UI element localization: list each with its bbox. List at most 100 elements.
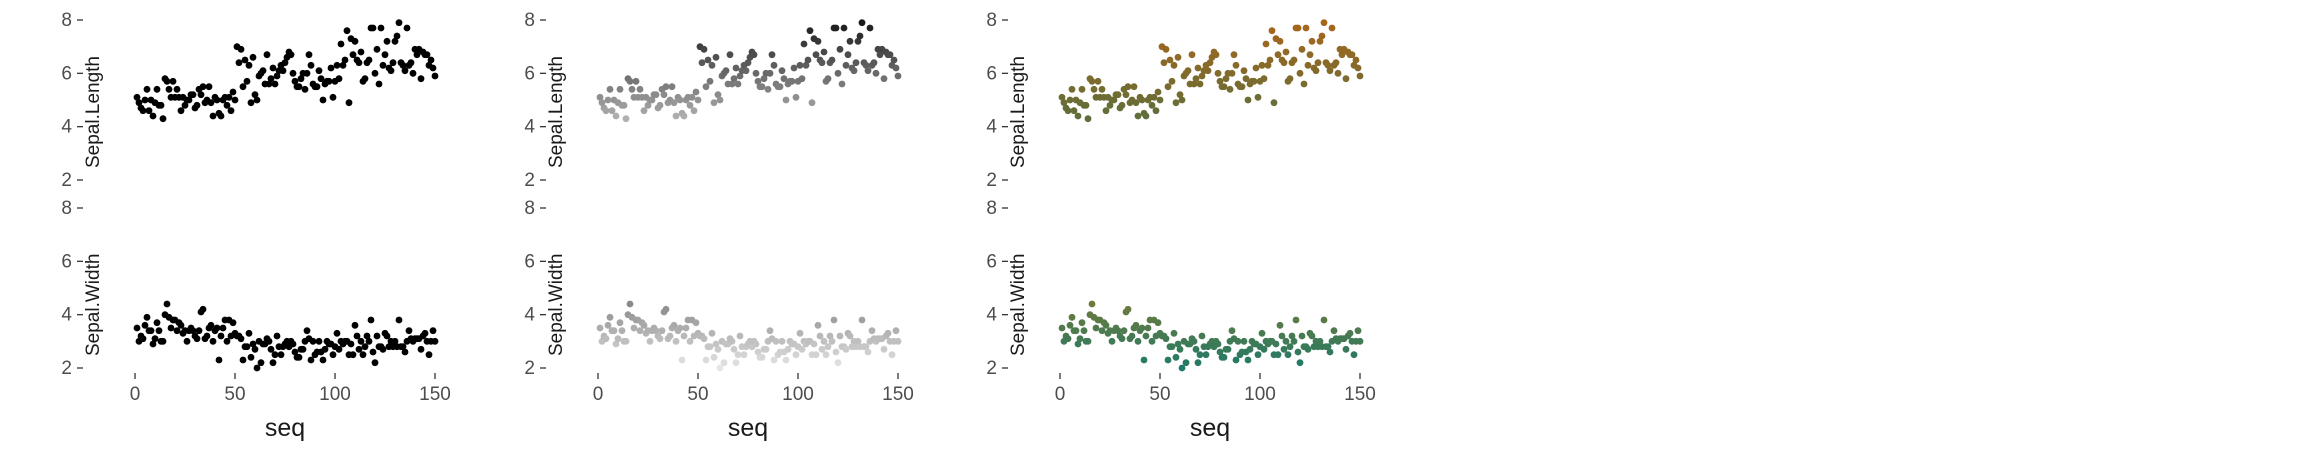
data-point [133,93,141,101]
data-point [1266,56,1274,64]
data-point [628,85,636,93]
data-point [365,56,373,64]
data-point [1260,345,1268,353]
data-point [812,351,820,359]
data-point [395,316,403,324]
data-point [754,348,762,356]
data-point [251,345,259,353]
data-point [145,107,153,115]
data-point [1068,313,1076,321]
data-point [1282,48,1290,56]
data-point [802,61,810,69]
data-point [758,353,766,361]
facet-sepal-length: 2 4 6 8 Sepal.Length [986,10,1364,191]
data-point [417,75,425,83]
data-point [377,24,385,32]
data-point [1130,83,1138,91]
data-point [814,37,822,45]
data-point [223,101,231,109]
data-point [153,85,161,93]
data-point [614,335,622,343]
data-point [612,340,620,348]
data-point [1288,332,1296,340]
y-tick-label: 2 [524,358,535,379]
data-point [772,337,780,345]
chart-panel-2: 2 4 6 8 Sepal.Length 2 4 6 8 Sepal.Width 0 50 100 150… [524,10,913,442]
data-point [820,48,828,56]
data-point [890,56,898,64]
data-point [1264,61,1272,69]
y-tick-label: 4 [61,117,72,138]
data-point [1162,335,1170,343]
data-point [251,91,259,99]
data-point [1308,332,1316,340]
data-point [1114,91,1122,99]
data-point [1072,327,1080,335]
data-point [193,101,201,109]
data-point [884,329,892,337]
data-point [329,93,337,101]
data-point [1172,353,1180,361]
data-point [734,80,742,88]
data-point [630,324,638,332]
data-point [596,324,604,332]
data-point [736,332,744,340]
data-point [335,75,343,83]
data-point [371,69,379,77]
data-point [1132,99,1140,107]
data-point [1354,327,1362,335]
data-point [1084,115,1092,123]
data-point [165,85,173,93]
data-point [1240,337,1248,345]
data-point [1164,83,1172,91]
data-point [287,51,295,59]
data-point [1228,69,1236,77]
data-point [806,27,814,35]
data-point [1138,324,1146,332]
data-point [361,343,369,351]
data-point [816,332,824,340]
data-point [169,77,177,85]
data-point [303,327,311,335]
data-point [776,83,784,91]
data-point [199,305,207,313]
data-point [620,101,628,109]
data-point [680,332,688,340]
data-point [1058,93,1066,101]
data-point [1308,37,1316,45]
y-tick-label: 8 [986,10,997,31]
data-point [764,85,772,93]
data-point [824,343,832,351]
data-point [1350,351,1358,359]
y-tick-label: 8 [524,198,535,219]
data-point [1192,345,1200,353]
data-point [413,51,421,59]
data-point [1194,64,1202,72]
data-point [1260,75,1268,83]
data-point [243,77,251,85]
data-point [1132,321,1140,329]
data-point [604,321,612,329]
data-point [1140,356,1148,364]
data-point [1298,332,1306,340]
data-point [1076,335,1084,343]
data-point [858,316,866,324]
data-point [1278,332,1286,340]
data-point [1120,327,1128,335]
data-point [429,327,437,335]
chart-panel-3: 2 4 6 8 Sepal.Length 2 4 6 8 Sepal.Width 0 50 100 150… [986,10,1375,442]
data-point [1274,351,1282,359]
data-point [658,327,666,335]
data-point [1144,324,1152,332]
data-point [1338,51,1346,59]
data-point [1078,319,1086,327]
y-axis-title: Sepal.Length [1008,56,1029,168]
data-point [834,69,842,77]
data-point [195,327,203,335]
data-point [1134,337,1142,345]
data-point [1272,340,1280,348]
data-point [702,356,710,364]
y-tick-label: 6 [986,251,997,272]
data-point [1172,99,1180,107]
